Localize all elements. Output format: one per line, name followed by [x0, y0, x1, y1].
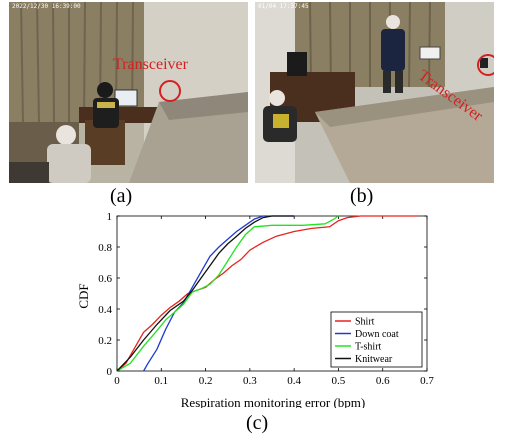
- series-line-knitwear: [116, 215, 295, 372]
- legend-label: Down coat: [355, 329, 399, 340]
- timestamp-b: 01/04 17:37:45: [258, 3, 309, 10]
- y-tick-label: 1: [107, 211, 113, 223]
- timestamp-a: 2022/12/30 16:39:00: [12, 3, 81, 10]
- cdf-chart: 0 0.1 0.2 0.3 0.4 0.5 0.6 0.7 0 0.2 0.4 0.6 0.8 1 CDF…: [76, 211, 434, 408]
- x-axis-label: Respiration monitoring error (bpm): [181, 395, 366, 408]
- y-tick-label: 0.8: [98, 242, 112, 254]
- x-tick-label: 0.4: [287, 375, 301, 387]
- transceiver-circle-b: [477, 54, 494, 76]
- scene-b-illustration: [255, 2, 494, 183]
- legend-label: Knitwear: [355, 354, 393, 365]
- chart-series: [116, 215, 419, 372]
- x-tick-label: 0.5: [332, 375, 346, 387]
- x-tick-label: 0.6: [376, 375, 390, 387]
- caption-b: (b): [350, 185, 374, 207]
- x-tick-label: 0.2: [199, 375, 213, 387]
- transceiver-label-a: Transceiver: [113, 56, 188, 73]
- y-tick-label: 0.4: [98, 304, 112, 316]
- x-tick-label: 0.1: [154, 375, 168, 387]
- caption-c: (c): [246, 412, 269, 434]
- y-tick-label: 0: [107, 366, 113, 378]
- x-tick-label: 0.3: [243, 375, 257, 387]
- scene-a-illustration: [9, 2, 248, 183]
- series-line-down-coat: [143, 215, 295, 372]
- chart-axes: 0 0.1 0.2 0.3 0.4 0.5 0.6 0.7 0 0.2 0.4 0.6 0.8 1: [98, 211, 434, 387]
- series-line-t-shirt: [116, 215, 339, 372]
- legend-label: T-shirt: [355, 342, 382, 353]
- y-axis-label: CDF: [76, 283, 91, 308]
- x-tick-label: 0.7: [420, 375, 434, 387]
- x-tick-label: 0: [114, 375, 120, 387]
- legend-label: Shirt: [355, 317, 375, 328]
- y-tick-label: 0.2: [98, 335, 112, 347]
- y-tick-label: 0.6: [98, 273, 112, 285]
- photo-scene-b: 01/04 17:37:45 Transceiver: [255, 2, 494, 183]
- caption-a: (a): [110, 185, 133, 207]
- transceiver-circle-a: [159, 80, 181, 102]
- photo-scene-a: 2022/12/30 16:39:00 Transceiver: [9, 2, 248, 183]
- series-line-shirt: [116, 215, 419, 372]
